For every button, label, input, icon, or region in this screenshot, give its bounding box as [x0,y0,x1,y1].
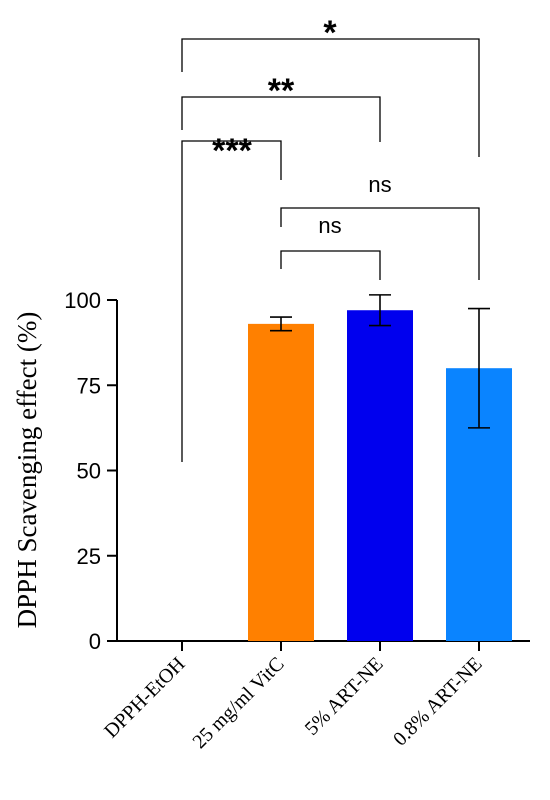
significance-bracket [280,207,480,280]
significance-bracket [181,140,282,462]
y-tick-label: 25 [77,544,101,569]
bar [248,323,314,641]
y-tick-label: 100 [64,288,101,313]
significance-bracket [181,96,381,142]
significance-label: *** [212,132,252,170]
bar [347,310,413,641]
significance-label: ** [268,72,295,110]
significance-label: ns [318,213,341,238]
significance-label: * [323,14,337,52]
y-tick-label: 75 [77,373,101,398]
x-tick-label: 5% ART-NE [301,653,388,740]
significance-label: ns [368,172,391,197]
significance-bracket [280,250,381,280]
bars [248,310,512,641]
y-axis-label: DPPH Scavenging effect (%) [12,312,42,629]
significance-bracket [181,38,480,157]
y-axis: 0 25 50 75 100 [64,288,118,654]
error-bars [270,294,490,429]
x-tick-label: DPPH-EtOH [100,653,189,742]
y-tick-label: 0 [89,629,101,654]
x-tick-label: 0.8% ART-NE [389,653,486,750]
x-tick-label: 25 mg/ml VitC [188,653,288,753]
y-tick-label: 50 [77,459,101,484]
